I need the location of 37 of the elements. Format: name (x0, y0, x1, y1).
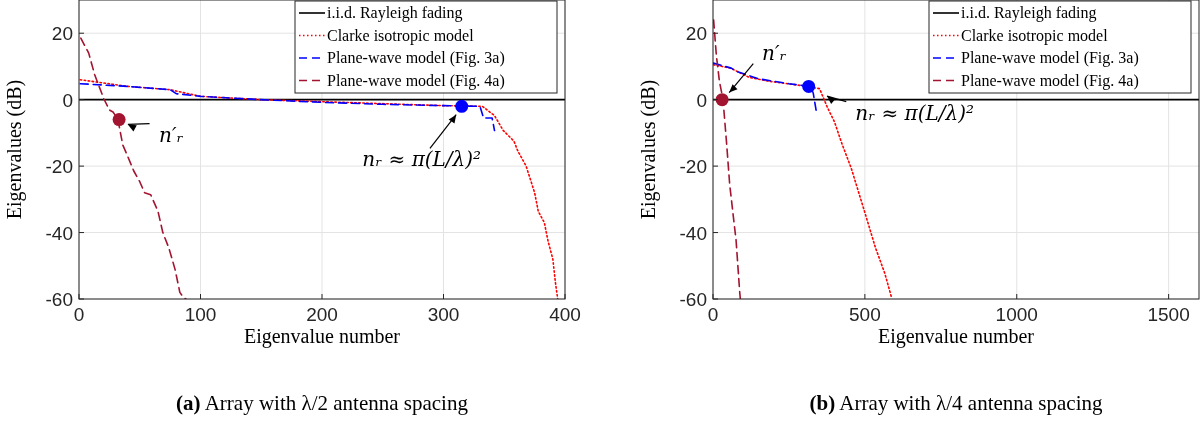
x-axis-title: Eigenvalue number (243, 325, 401, 348)
annotation: nᵣ ≈ π(L/λ)² (362, 147, 482, 172)
legend-label: Clarke isotropic model (961, 26, 1109, 45)
legend-label: Plane-wave model (Fig. 4a) (961, 71, 1139, 90)
legend-label: Plane-wave model (Fig. 3a) (961, 49, 1139, 67)
y-tick-label: -60 (45, 289, 73, 310)
x-tick-label: 400 (549, 304, 581, 325)
y-tick-label: -60 (679, 289, 707, 310)
x-tick-label: 500 (849, 304, 881, 325)
y-tick-label: -20 (45, 156, 73, 178)
x-axis-title: Eigenvalue number (877, 325, 1035, 348)
y-tick-label: 20 (51, 23, 73, 45)
y-tick-label: 0 (696, 89, 707, 111)
y-tick-label: -40 (679, 222, 707, 244)
text: (b) Array with λ/4 antenna spacing (809, 391, 1104, 415)
y-axis-title: Eigenvalues (dB) (3, 79, 26, 220)
y-axis-title: Eigenvalues (dB) (637, 79, 660, 220)
legend-label: i.i.d. Rayleigh fading (961, 4, 1097, 22)
legend-label: i.i.d. Rayleigh fading (327, 4, 463, 22)
y-tick-label: -40 (45, 222, 73, 244)
x-tick-label: 1000 (995, 304, 1038, 325)
text: (a) Array with λ/2 antenna spacing (176, 391, 469, 415)
y-tick-label: -20 (679, 156, 707, 178)
x-tick-label: 1500 (1147, 304, 1190, 325)
annotation: nᵣ ≈ π(L/λ)² (855, 100, 975, 125)
y-tick-label: 0 (62, 89, 73, 111)
x-tick-label: 100 (184, 304, 217, 325)
x-tick-label: 300 (427, 304, 460, 325)
x-tick-label: 200 (306, 304, 338, 325)
legend-label: Plane-wave model (Fig. 4a) (327, 71, 505, 90)
legend-label: Clarke isotropic model (327, 26, 475, 45)
annotation: n′ᵣ (762, 40, 787, 65)
legend-label: Plane-wave model (Fig. 3a) (327, 49, 505, 67)
y-tick-label: 20 (685, 23, 707, 45)
annotation: n′ᵣ (159, 122, 184, 147)
line-series (713, 62, 818, 113)
line-series (713, 19, 742, 299)
